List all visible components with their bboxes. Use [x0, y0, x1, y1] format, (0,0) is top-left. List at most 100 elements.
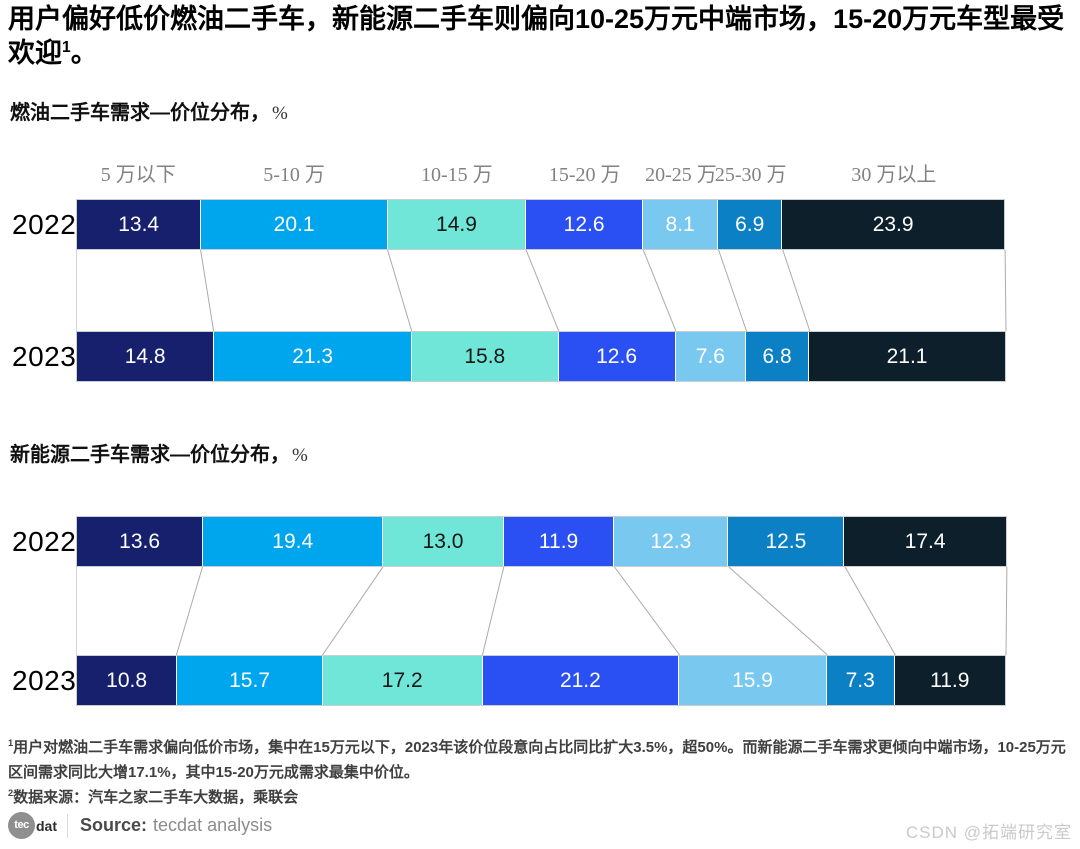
bar-segment: 12.5 [728, 517, 845, 566]
segment-value: 12.6 [596, 344, 637, 368]
bar-segment: 19.4 [203, 517, 384, 566]
segment-value: 7.6 [695, 344, 725, 368]
connector-line [200, 250, 215, 331]
bar-segment: 12.6 [558, 332, 676, 381]
segment-value: 6.9 [735, 212, 765, 236]
segment-value: 23.9 [872, 212, 914, 236]
segment-value: 15.7 [229, 668, 270, 692]
source-value: tecdat analysis [153, 815, 273, 835]
bar-segment: 12.6 [526, 200, 644, 249]
segment-value: 7.3 [845, 668, 875, 692]
bar-segment: 15.8 [412, 332, 559, 381]
page-title-text: 用户偏好低价燃油二手车，新能源二手车则偏向10-25万元中端市场，15-20万元… [8, 4, 1065, 68]
nev-chart-title: 新能源二手车需求—价位分布，% [10, 438, 308, 467]
connector-lines [76, 250, 1007, 331]
connector-line [614, 567, 681, 655]
connector-line [481, 567, 505, 655]
bar-segment: 21.1 [809, 332, 1005, 381]
footnote-1-text: 用户对燃油二手车需求偏向低价市场，集中在15万元以下，2023年该价位段意向占比… [8, 739, 1066, 781]
bar-segment: 14.8 [77, 332, 215, 381]
page-title-period: 。 [70, 38, 98, 68]
connector-line [525, 250, 560, 331]
price-band-header: 10-15 万 [420, 164, 493, 186]
fuel-chart-title-text: 燃油二手车需求—价位分布， [10, 102, 270, 124]
bar-segment: 21.3 [214, 332, 412, 381]
price-band-header: 5-10 万 [263, 164, 325, 186]
segment-value: 17.4 [904, 529, 946, 553]
year-label: 2022 [12, 209, 77, 240]
segment-value: 11.9 [930, 668, 970, 692]
source-label: Source: [80, 815, 148, 835]
connector-line [782, 250, 811, 331]
segment-value: 12.5 [765, 529, 807, 553]
price-band-header: 5 万以下 [100, 164, 176, 186]
bar-segment: 12.3 [614, 517, 729, 566]
bar-segment: 14.9 [387, 200, 527, 249]
segment-value: 15.9 [732, 668, 773, 692]
segment-value: 19.4 [272, 529, 314, 553]
bar-segment: 8.1 [643, 200, 719, 249]
stacked-bar-2023: 14.8 21.3 15.8 12.6 7.6 6.8 21.1 [76, 331, 1006, 382]
tecdat-logo-text: dat [36, 817, 57, 834]
segment-value: 21.2 [559, 668, 601, 692]
segment-value: 21.3 [292, 344, 334, 368]
segment-value: 12.6 [563, 212, 605, 236]
fuel-chart-unit: % [272, 103, 288, 124]
segment-value: 13.4 [118, 212, 160, 236]
connector-line [844, 567, 896, 655]
connector-line [322, 567, 384, 655]
segment-value: 6.8 [762, 344, 792, 368]
year-label: 2022 [12, 526, 77, 557]
segment-value: 20.1 [273, 212, 315, 236]
bar-segment: 17.2 [322, 656, 483, 705]
bar-segment: 10.8 [77, 656, 178, 705]
footer-divider [67, 813, 68, 838]
segment-value: 12.3 [650, 529, 692, 553]
bar-segment: 7.3 [826, 656, 895, 705]
price-band-header: 20-25 万 [645, 164, 717, 186]
connector-line [728, 567, 828, 655]
nev-chart-unit: % [292, 445, 308, 466]
connector-line [1005, 567, 1008, 655]
segment-value: 11.9 [538, 529, 579, 553]
bar-segment: 11.9 [503, 517, 615, 566]
fuel-chart-title: 燃油二手车需求—价位分布，% [10, 96, 288, 125]
bar-segment: 21.2 [482, 656, 680, 705]
footnote-2-text: 数据来源：汽车之家二手车大数据，乘联会 [13, 789, 299, 806]
bar-segment: 23.9 [782, 200, 1005, 249]
bar-segment: 7.6 [675, 332, 747, 381]
price-band-header: 15-20 万 [548, 164, 621, 186]
segment-value: 10.8 [106, 668, 148, 692]
stacked-bar-2022: 13.4 20.1 14.9 12.6 8.1 6.9 23.9 [76, 199, 1006, 250]
segment-value: 13.0 [422, 529, 464, 553]
connector-line [642, 250, 677, 331]
year-label: 2023 [12, 665, 77, 696]
connector-line [1004, 250, 1007, 331]
tecdat-logo-icon: tec [8, 812, 35, 839]
stacked-bar-2022: 13.6 19.4 13.0 11.9 12.3 12.5 17.4 [76, 516, 1007, 567]
bar-segment: 13.6 [77, 517, 204, 566]
segment-value: 8.1 [665, 212, 695, 236]
segment-value: 15.8 [464, 344, 506, 368]
segment-value: 14.9 [436, 212, 477, 236]
footnote-2-sup: 2 [8, 788, 14, 798]
title-footnote-ref: 1 [62, 39, 71, 56]
footnote-1: 1用户对燃油二手车需求偏向低价市场，集中在15万元以下，2023年该价位段意向占… [8, 735, 1074, 785]
segment-value: 21.1 [886, 344, 928, 368]
bar-segment: 6.9 [718, 200, 783, 249]
stacked-bar-2023: 10.8 15.7 17.2 21.2 15.9 7.3 11.9 [76, 655, 1006, 706]
segment-value: 13.6 [119, 529, 161, 553]
page-title: 用户偏好低价燃油二手车，新能源二手车则偏向10-25万元中端市场，15-20万元… [8, 2, 1078, 70]
segment-value: 14.8 [124, 344, 166, 368]
bar-segment: 17.4 [844, 517, 1006, 566]
nev-chart-title-text: 新能源二手车需求—价位分布， [10, 444, 290, 466]
year-label: 2023 [12, 341, 77, 372]
footnote-1-sup: 1 [8, 738, 14, 748]
connector-lines [76, 567, 1008, 655]
footnote-2: 2数据来源：汽车之家二手车大数据，乘联会 [8, 785, 1074, 810]
bar-segment: 6.8 [746, 332, 810, 381]
connector-line [387, 250, 413, 331]
connector-line [718, 250, 747, 331]
csdn-watermark: CSDN @拓端研究室 [905, 823, 1072, 842]
